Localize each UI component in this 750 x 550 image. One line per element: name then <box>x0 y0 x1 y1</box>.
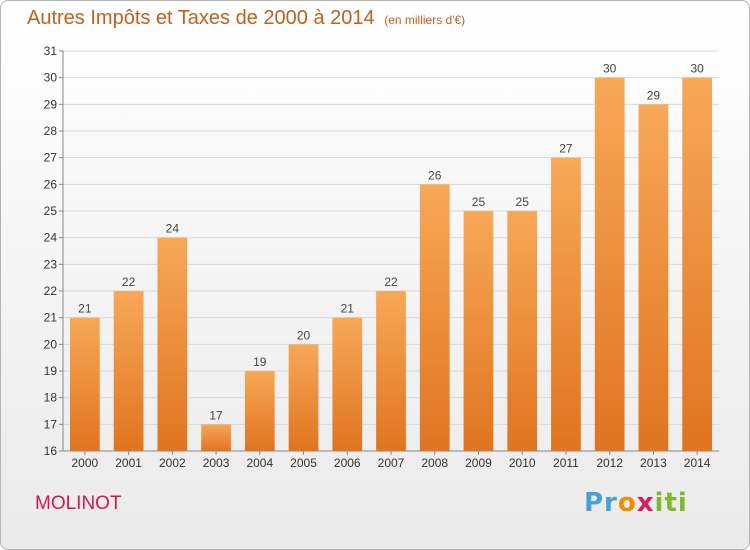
x-tick-label: 2007 <box>378 456 405 470</box>
logo-part-2: o <box>617 488 637 518</box>
bar-2001 <box>113 291 144 451</box>
x-tick-label: 2000 <box>72 456 99 470</box>
data-label: 21 <box>78 302 92 316</box>
logo-part-1: Pr <box>584 488 618 518</box>
x-tick-label: 2001 <box>115 456 142 470</box>
commune-name: MOLINOT <box>35 493 122 514</box>
chart-title-text: Autres Impôts et Taxes de 2000 à 2014 <box>27 7 375 29</box>
y-tick-label: 26 <box>44 177 58 191</box>
y-tick-label: 16 <box>44 444 58 458</box>
data-label: 27 <box>559 142 573 156</box>
x-tick-label: 2006 <box>334 456 361 470</box>
y-tick-label: 27 <box>44 151 58 165</box>
data-label: 30 <box>603 62 617 76</box>
chart-title: Autres Impôts et Taxes de 2000 à 2014 (e… <box>27 7 465 30</box>
bar-2007 <box>376 291 406 451</box>
y-tick-label: 22 <box>44 284 58 298</box>
x-tick-label: 2003 <box>203 456 230 470</box>
y-tick-label: 20 <box>44 337 58 351</box>
data-label: 30 <box>690 62 704 76</box>
y-tick-label: 17 <box>44 417 58 431</box>
x-tick-label: 2005 <box>290 456 317 470</box>
x-tick-label: 2010 <box>509 456 536 470</box>
bar-2000 <box>69 317 100 451</box>
data-label: 22 <box>122 275 136 289</box>
y-tick-label: 24 <box>44 231 58 245</box>
data-label: 17 <box>209 408 223 422</box>
data-label: 22 <box>384 275 398 289</box>
logo-part-4: iti <box>654 488 688 518</box>
bar-2014 <box>682 77 713 452</box>
bar-2010 <box>507 211 538 451</box>
x-tick-label: 2004 <box>246 456 273 470</box>
data-label: 26 <box>428 168 442 182</box>
bar-2011 <box>551 157 581 451</box>
x-tick-label: 2012 <box>596 456 623 470</box>
logo-part-3: x <box>636 488 655 518</box>
y-tick-label: 25 <box>44 204 58 218</box>
bar-2012 <box>594 77 625 452</box>
bars <box>69 77 713 452</box>
data-label: 21 <box>341 302 355 316</box>
y-tick-label: 19 <box>44 364 58 378</box>
data-label: 19 <box>253 355 267 369</box>
x-tick-label: 2011 <box>553 456 579 470</box>
x-tick-label: 2014 <box>684 456 711 470</box>
data-label: 25 <box>472 195 486 209</box>
bar-2006 <box>332 317 363 451</box>
labels: 16 17 18 19 20 21 22 23 24 25 26 27 28 29 30 31 21 2000 22… <box>44 44 711 470</box>
data-label: 29 <box>647 88 661 102</box>
bar-2005 <box>288 344 319 451</box>
y-tick-label: 28 <box>44 124 58 138</box>
data-label: 20 <box>297 328 311 342</box>
y-tick-label: 30 <box>44 71 58 85</box>
proxiti-logo: Proxiti <box>584 488 688 518</box>
bar-2009 <box>463 211 494 451</box>
x-tick-label: 2002 <box>159 456 186 470</box>
bar-2003 <box>201 424 231 451</box>
data-label: 25 <box>516 195 530 209</box>
x-tick-label: 2008 <box>421 456 448 470</box>
x-tick-label: 2013 <box>640 456 667 470</box>
data-label: 24 <box>166 222 180 236</box>
y-tick-label: 18 <box>44 391 58 405</box>
x-tick-label: 2009 <box>465 456 492 470</box>
y-tick-label: 21 <box>44 311 58 325</box>
chart-title-unit: (en milliers d'€) <box>384 13 466 27</box>
bar-2008 <box>419 184 450 452</box>
y-tick-label: 29 <box>44 97 58 111</box>
bar-2013 <box>638 104 669 451</box>
y-tick-label: 23 <box>44 257 58 271</box>
bar-2004 <box>244 371 275 451</box>
bar-2002 <box>157 237 188 451</box>
y-tick-label: 31 <box>44 44 58 58</box>
